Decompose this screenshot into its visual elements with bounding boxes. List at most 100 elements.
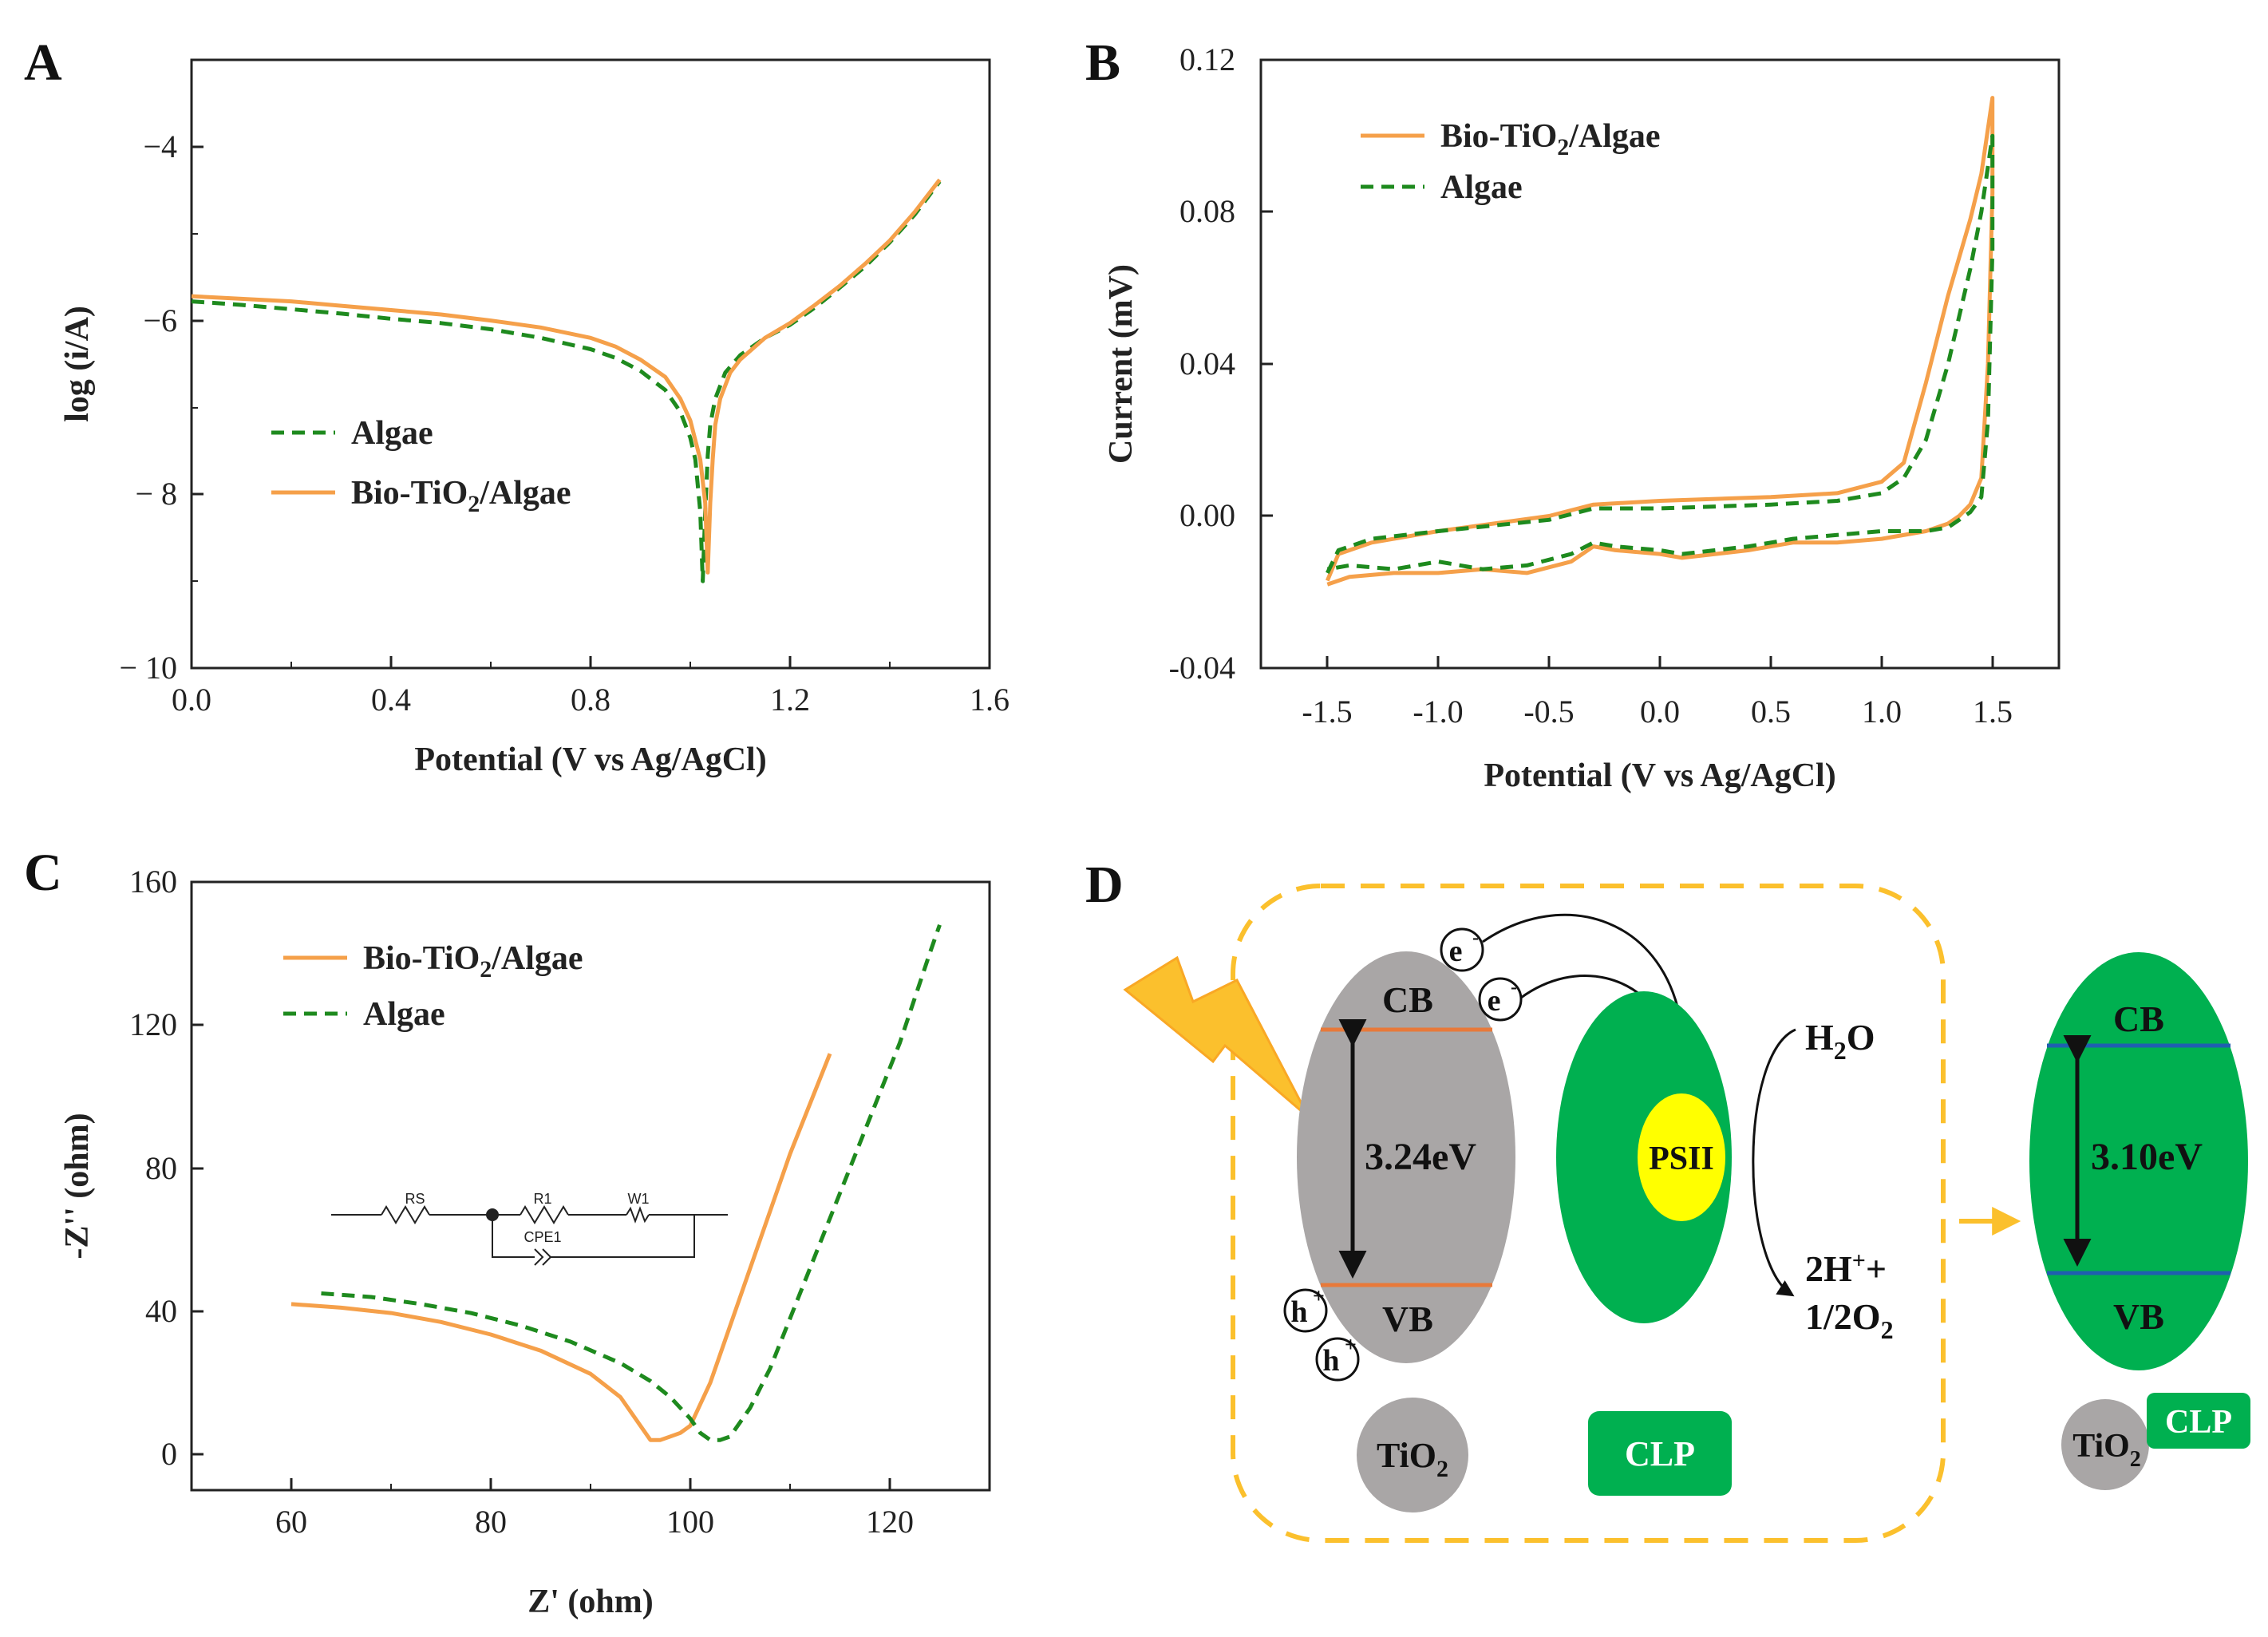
y-tick-label: 0 — [161, 1436, 177, 1472]
x-tick-label: 120 — [866, 1504, 914, 1540]
svg-text:h: h — [1290, 1295, 1307, 1329]
y-tick-label: 0.08 — [1179, 193, 1235, 229]
water-label: H2O — [1805, 1017, 1875, 1065]
x-axis-title-c: Z' (ohm) — [527, 1584, 654, 1620]
svg-text:h: h — [1322, 1344, 1339, 1378]
y-tick-label: − 10 — [119, 650, 177, 686]
panel-c: C 60 80 100 120 160 120 80 40 0 Z' (ohm)… — [24, 844, 991, 1620]
svg-text:e: e — [1488, 984, 1501, 1018]
legend-label-bio-tio2: Bio-TiO2/Algae — [351, 475, 571, 517]
x-tick-label: 60 — [275, 1504, 307, 1540]
x-tick-label: 1.5 — [1973, 694, 2013, 730]
circuit-label-cpe1: CPE1 — [524, 1229, 561, 1245]
x-tick-label: -0.5 — [1523, 694, 1574, 730]
y-tick-label: 40 — [145, 1293, 177, 1329]
y-tick-label: −6 — [143, 302, 177, 338]
panel-b: B -1.5 -1.0 -0.5 0.0 0.5 1.0 1.5 0.12 0.… — [1085, 34, 2061, 794]
legend-label-algae: Algae — [1440, 169, 1523, 206]
y-axis-title-c: -Z'' (ohm) — [59, 1113, 96, 1259]
circuit-label-r1: R1 — [533, 1191, 551, 1207]
products-line-1: 2H++ — [1805, 1248, 1887, 1289]
legend-label-algae: Algae — [351, 415, 433, 452]
electron-1: e - — [1440, 927, 1484, 972]
circuit-label-rs: RS — [405, 1191, 425, 1207]
cell-outline — [1231, 884, 1946, 1543]
x-ticks-b — [1326, 656, 1994, 668]
svg-text:+: + — [1313, 1284, 1325, 1307]
composite-clp-box — [2147, 1393, 2250, 1449]
hole-1: h + — [1283, 1284, 1328, 1333]
tio2-particle — [1357, 1398, 1468, 1512]
legend-b: Bio-TiO2/Algae Algae — [1361, 118, 1661, 206]
clp-label: CLP — [1625, 1434, 1695, 1473]
x-tick-label: 1.6 — [970, 682, 1010, 718]
svg-text:+: + — [1345, 1333, 1357, 1356]
x-tick-label: 0.8 — [571, 682, 610, 718]
y-tick-label: 80 — [145, 1150, 177, 1186]
y-tick-label: -0.04 — [1169, 650, 1235, 686]
composite-clp-label: CLP — [2165, 1404, 2232, 1441]
composite-tio2-label: TiO2 — [2072, 1428, 2141, 1472]
x-axis-title-a: Potential (V vs Ag/AgCl) — [414, 741, 766, 778]
legend-a: Algae Bio-TiO2/Algae — [271, 415, 571, 517]
legend-c: Bio-TiO2/Algae Algae — [283, 940, 583, 1033]
y-ticks-a — [192, 145, 203, 670]
electron-2: e - — [1478, 977, 1523, 1022]
panel-label-b: B — [1085, 34, 1120, 92]
series-line-bio-tio-algae — [290, 1053, 832, 1442]
tio2-vb-label: VB — [1382, 1299, 1433, 1339]
x-axis-title-b: Potential (V vs Ag/AgCl) — [1484, 757, 1835, 794]
panel-d: D CB 3.24eV VB e - e - h + — [1085, 856, 2250, 1543]
x-ticks-a — [190, 656, 991, 668]
y-tick-label: 0.04 — [1179, 346, 1235, 382]
series-group-c — [290, 923, 942, 1442]
composite-vb-label: VB — [2113, 1296, 2164, 1337]
resistor-rs — [381, 1205, 430, 1224]
water-oxidation-arrow — [1752, 1028, 1796, 1297]
y-axis-title-b: Current (mV) — [1103, 264, 1140, 464]
x-tick-label: -1.5 — [1302, 694, 1352, 730]
tio2-label: TiO2 — [1377, 1436, 1448, 1482]
tio2-gap-label: 3.24eV — [1365, 1136, 1476, 1178]
panel-label-a: A — [24, 34, 62, 92]
x-tick-label: -1.0 — [1413, 694, 1463, 730]
x-tick-label: 1.2 — [770, 682, 810, 718]
psii-label: PSII — [1649, 1141, 1714, 1177]
products-line-2: 1/2O2 — [1805, 1296, 1894, 1344]
plot-frame-c — [190, 880, 991, 1492]
cpe-element — [534, 1248, 544, 1266]
series-line-bio-tio-algae — [1325, 96, 1995, 587]
series-line-bio-tio-algae — [191, 178, 942, 575]
series-line-algae — [191, 180, 942, 583]
hole-2: h + — [1315, 1333, 1360, 1382]
x-tick-label: 1.0 — [1862, 694, 1902, 730]
series-group-a — [191, 178, 942, 583]
svg-text:-: - — [1472, 927, 1479, 948]
plot-frame-a — [190, 58, 991, 670]
y-tick-label: −4 — [143, 129, 177, 164]
legend-label-bio-tio2: Bio-TiO2/Algae — [363, 940, 583, 983]
y-ticks-c — [192, 880, 203, 1456]
x-tick-label: 100 — [666, 1504, 714, 1540]
series-line-algae — [1326, 133, 1995, 574]
circuit-label-w1: W1 — [628, 1191, 650, 1207]
x-tick-label: 0.0 — [1640, 694, 1680, 730]
x-tick-label: 80 — [475, 1504, 507, 1540]
x-ticks-c — [290, 1478, 891, 1490]
x-tick-label: 0.5 — [1751, 694, 1791, 730]
composite-cb-label: CB — [2113, 998, 2164, 1039]
y-tick-label: 160 — [129, 864, 177, 900]
y-ticks-b — [1261, 58, 1273, 670]
y-tick-label: − 8 — [135, 476, 177, 512]
x-tick-label: 0.4 — [371, 682, 411, 718]
composite-tio2-particle — [2061, 1399, 2149, 1490]
legend-label-bio-tio2: Bio-TiO2/Algae — [1440, 118, 1661, 160]
y-tick-label: 0.00 — [1179, 497, 1235, 533]
resistor-r1 — [520, 1205, 569, 1224]
x-tick-label: 0.0 — [172, 682, 211, 718]
composite-gap-label: 3.10eV — [2091, 1136, 2203, 1178]
svg-text:-: - — [1511, 977, 1517, 998]
tio2-cb-label: CB — [1382, 979, 1433, 1020]
panel-label-c: C — [24, 844, 62, 902]
legend-label-algae: Algae — [363, 996, 445, 1033]
